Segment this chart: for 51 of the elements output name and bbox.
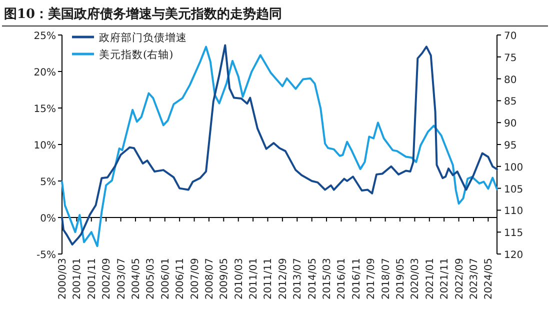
x-tick-label: 2009/05 <box>219 258 230 300</box>
x-tick-label: 2022/09 <box>454 258 466 300</box>
x-tick-label: 2016/01 <box>336 258 348 300</box>
y2-tick-label: 70 <box>504 31 517 42</box>
chart-title: 图10：美国政府债务增速与美元指数的走势趋同 <box>4 6 282 22</box>
x-tick-label: 2019/05 <box>396 258 407 300</box>
y2-tick-label: 90 <box>504 118 517 130</box>
y2-tick-label: 75 <box>504 52 517 64</box>
x-tick-label: 2008/07 <box>204 258 216 300</box>
y-tick-label: -5% <box>36 250 56 261</box>
x-tick-label: 2024/05 <box>484 258 495 300</box>
x-tick-label: 2012/09 <box>278 258 289 300</box>
y-tick-label: 15% <box>34 104 56 115</box>
x-tick-label: 2013/07 <box>292 258 304 300</box>
y2-tick-label: 80 <box>504 74 517 86</box>
x-tick-label: 2016/11 <box>351 258 362 300</box>
x-tick-label: 2018/07 <box>380 258 392 300</box>
x-tick-label: 2001/11 <box>86 258 98 300</box>
y2-tick-label: 85 <box>504 96 517 108</box>
y-tick-label: 10% <box>34 140 56 152</box>
x-tick-label: 2021/11 <box>440 258 451 300</box>
x-tick-label: 2007/09 <box>190 258 201 300</box>
x-tick-label: 2011/01 <box>248 258 260 300</box>
x-tick-label: 2015/03 <box>322 258 334 300</box>
x-tick-label: 2005/03 <box>146 258 157 300</box>
x-tick-label: 2011/11 <box>263 258 274 300</box>
y2-tick-label: 105 <box>504 184 524 196</box>
x-tick-label: 2014/05 <box>307 258 318 300</box>
x-tick-label: 2004/05 <box>130 258 142 300</box>
x-tick-label: 2001/01 <box>72 258 84 300</box>
y2-tick-label: 110 <box>504 206 524 218</box>
x-tick-label: 2017/09 <box>366 258 378 300</box>
x-tick-label: 2000/03 <box>58 258 68 300</box>
y-tick-label: 25% <box>34 31 56 42</box>
y2-tick-label: 115 <box>504 228 524 240</box>
x-tick-label: 2006/11 <box>175 258 186 300</box>
x-tick-label: 2020/03 <box>410 258 422 300</box>
y-tick-label: 5% <box>40 177 56 188</box>
x-tick-label: 2010/03 <box>234 258 245 300</box>
y2-tick-label: 100 <box>504 162 524 174</box>
y-tick-label: 0% <box>40 214 56 224</box>
x-tick-label: 2003/07 <box>116 258 128 300</box>
legend-label: 政府部门负债增速 <box>99 31 187 44</box>
legend-label: 美元指数(右轴) <box>99 48 174 61</box>
y-tick-label: 20% <box>34 68 56 78</box>
x-tick-label: 2023/07 <box>468 258 480 300</box>
y2-tick-label: 120 <box>504 250 524 261</box>
x-tick-label: 2002/09 <box>102 258 113 300</box>
y2-tick-label: 95 <box>504 140 517 152</box>
x-tick-label: 2021/01 <box>424 258 436 300</box>
x-tick-label: 2006/01 <box>160 258 172 300</box>
